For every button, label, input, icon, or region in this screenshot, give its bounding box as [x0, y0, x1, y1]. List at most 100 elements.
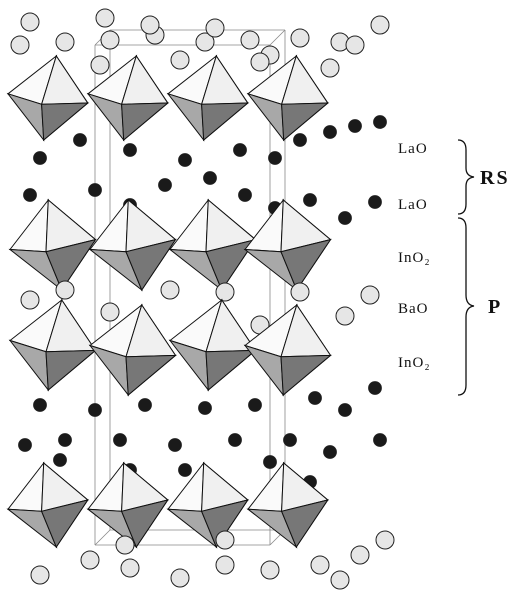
light-atom: [11, 36, 29, 54]
light-atom: [361, 286, 379, 304]
light-atom: [56, 33, 74, 51]
octahedron-face: [281, 355, 331, 395]
light-atom: [21, 13, 39, 31]
light-atom: [291, 283, 309, 301]
dark-atom: [369, 196, 382, 209]
octahedron-face: [282, 103, 328, 140]
dark-atom: [34, 152, 47, 165]
dark-atom: [239, 189, 252, 202]
dark-atom: [284, 434, 297, 447]
light-atom: [31, 566, 49, 584]
light-atom: [116, 536, 134, 554]
dark-atom: [54, 454, 67, 467]
dark-atom: [179, 464, 192, 477]
light-atom: [251, 53, 269, 71]
dark-atom: [264, 456, 277, 469]
dark-atom: [24, 189, 37, 202]
octahedron-face: [248, 463, 284, 511]
dark-atom: [74, 134, 87, 147]
dark-atom: [234, 144, 247, 157]
light-atom: [171, 51, 189, 69]
light-atom: [101, 31, 119, 49]
octahedron-face: [170, 200, 208, 252]
layer-label: InO₂: [398, 250, 431, 266]
dark-atom: [339, 212, 352, 225]
dark-atom: [304, 194, 317, 207]
light-atom: [56, 281, 74, 299]
light-atom: [311, 556, 329, 574]
light-atom: [351, 546, 369, 564]
light-atom: [171, 569, 189, 587]
dark-atom: [349, 120, 362, 133]
octahedron-face: [10, 200, 48, 252]
dark-atom: [339, 404, 352, 417]
dark-atom: [89, 184, 102, 197]
layer-label: BaO: [398, 301, 429, 317]
dark-atom: [199, 402, 212, 415]
dark-atom: [139, 399, 152, 412]
dark-atom: [309, 392, 322, 405]
octahedron-face: [90, 200, 128, 252]
light-atom: [346, 36, 364, 54]
light-atom: [216, 531, 234, 549]
dark-atom: [324, 126, 337, 139]
light-atom: [141, 16, 159, 34]
dark-atom: [89, 404, 102, 417]
dark-atom: [179, 154, 192, 167]
dark-atom: [204, 172, 217, 185]
dark-atom: [374, 116, 387, 129]
light-atom: [101, 303, 119, 321]
light-atom: [321, 59, 339, 77]
dark-atom: [269, 152, 282, 165]
layer-label: LaO: [398, 197, 428, 213]
light-atom: [331, 571, 349, 589]
light-atom: [206, 19, 224, 37]
light-atom: [216, 283, 234, 301]
light-atom: [216, 556, 234, 574]
light-atom: [161, 281, 179, 299]
layer-label: InO₂: [398, 355, 431, 371]
dark-atom: [369, 382, 382, 395]
dark-atom: [19, 439, 32, 452]
dark-atom: [159, 179, 172, 192]
group-label: P: [488, 296, 502, 318]
octahedron-face: [88, 463, 124, 511]
light-atom: [261, 561, 279, 579]
dark-atom: [59, 434, 72, 447]
dark-atom: [114, 434, 127, 447]
octahedron-face: [245, 200, 283, 252]
octahedron-face: [8, 463, 44, 511]
octahedron-face: [126, 355, 176, 395]
light-atom: [121, 559, 139, 577]
dark-atom: [324, 446, 337, 459]
crystal-structure: [8, 9, 394, 589]
page: {"labels": ["LaO", "LaO", "InO₂", "BaO",…: [0, 0, 521, 592]
octahedron-face: [202, 103, 248, 140]
light-atom: [376, 531, 394, 549]
octahedron-face: [206, 350, 256, 390]
dark-atom: [374, 434, 387, 447]
light-atom: [91, 56, 109, 74]
octahedron-face: [46, 350, 96, 390]
dark-atom: [124, 144, 137, 157]
brace: [458, 218, 474, 395]
light-atom: [336, 307, 354, 325]
dark-atom: [294, 134, 307, 147]
octahedron-face: [122, 103, 168, 140]
brace: [458, 140, 474, 214]
light-atom: [81, 551, 99, 569]
crystal-structure-figure: LaO LaO InO₂ BaO InO₂ RS P: [0, 0, 521, 592]
dark-atom: [169, 439, 182, 452]
light-atom: [291, 29, 309, 47]
light-atom: [21, 291, 39, 309]
light-atom: [96, 9, 114, 27]
dark-atom: [229, 434, 242, 447]
cell-edge: [270, 30, 285, 45]
dark-atom: [249, 399, 262, 412]
layer-label: LaO: [398, 141, 428, 157]
group-label: RS: [480, 167, 510, 189]
light-atom: [241, 31, 259, 49]
cell-edge: [95, 530, 110, 545]
dark-atom: [34, 399, 47, 412]
light-atom: [371, 16, 389, 34]
